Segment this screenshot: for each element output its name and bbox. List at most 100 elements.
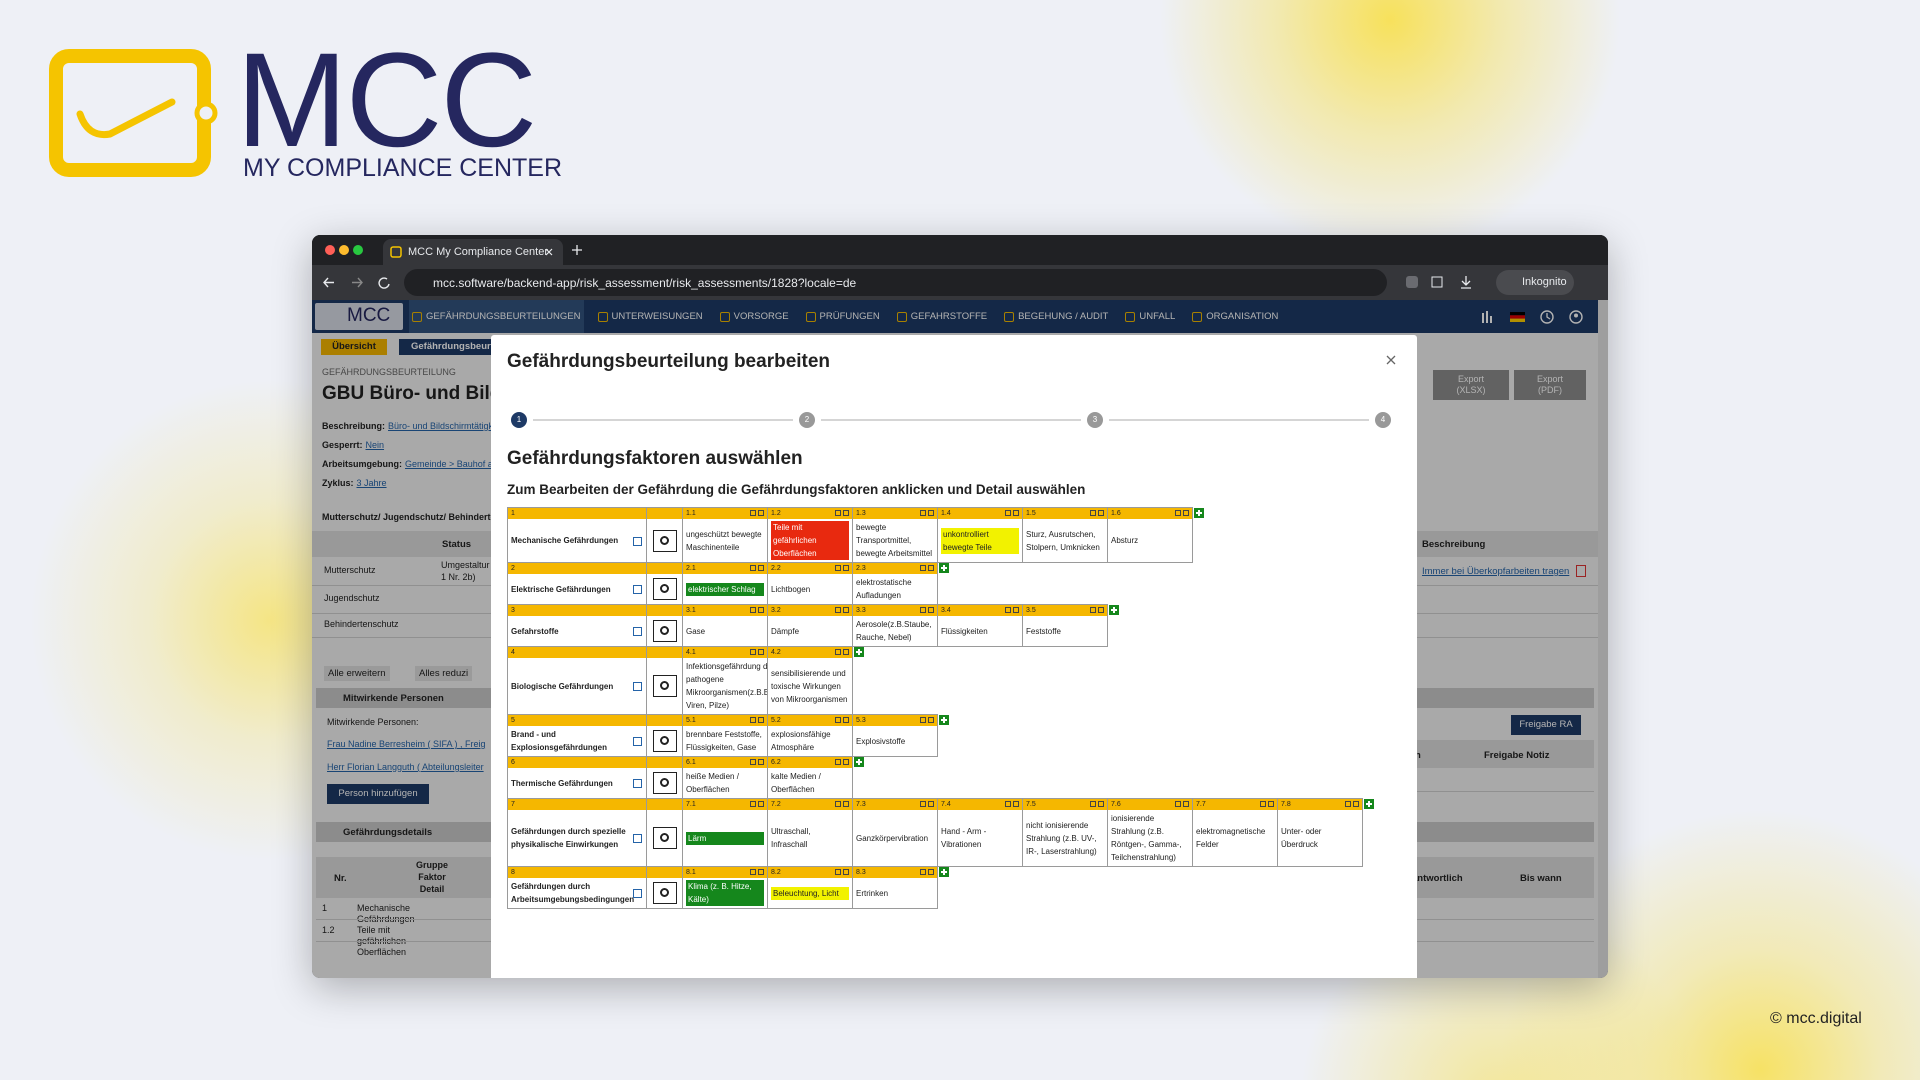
- factor-cell[interactable]: 7.5 nicht ionisierende Strahlung (z.B. UV…: [1022, 798, 1108, 867]
- group-cell[interactable]: 1 Mechanische Gefährdungen: [507, 507, 647, 563]
- field-value[interactable]: 3 Jahre: [356, 478, 387, 488]
- factor-cell[interactable]: 3.1 Gase: [682, 604, 768, 647]
- nav-icons[interactable]: [1480, 309, 1590, 325]
- edit-icon[interactable]: [835, 510, 841, 516]
- factor-cell[interactable]: 7.8 Unter- oder Überdruck: [1277, 798, 1363, 867]
- delete-icon[interactable]: [1576, 565, 1586, 577]
- add-factor-button[interactable]: [1194, 508, 1204, 518]
- delete-icon[interactable]: [843, 759, 849, 765]
- factor-cell[interactable]: 8.3 Ertrinken: [852, 866, 938, 909]
- edit-icon[interactable]: [750, 717, 756, 723]
- delete-icon[interactable]: [758, 717, 764, 723]
- field-value[interactable]: Gemeinde > Bauhof a: [405, 459, 493, 469]
- delete-icon[interactable]: [758, 649, 764, 655]
- tab-overview[interactable]: Übersicht: [321, 339, 387, 355]
- factor-cell[interactable]: 3.4 Flüssigkeiten: [937, 604, 1023, 647]
- person-link[interactable]: Frau Nadine Berresheim ( SIFA ) , Freig: [327, 739, 486, 749]
- nav-item[interactable]: PRÜFUNGEN: [803, 300, 883, 333]
- edit-icon[interactable]: [920, 869, 926, 875]
- field-value[interactable]: Nein: [365, 440, 385, 450]
- delete-icon[interactable]: [843, 649, 849, 655]
- edit-icon[interactable]: [835, 717, 841, 723]
- edit-icon[interactable]: [835, 869, 841, 875]
- step[interactable]: 2: [799, 412, 815, 428]
- edit-icon[interactable]: [750, 759, 756, 765]
- delete-icon[interactable]: [1098, 801, 1104, 807]
- edit-icon[interactable]: [835, 759, 841, 765]
- delete-icon[interactable]: [1013, 607, 1019, 613]
- delete-icon[interactable]: [1098, 607, 1104, 613]
- new-tab[interactable]: [571, 244, 583, 256]
- add-person-button[interactable]: Person hinzufügen: [327, 784, 429, 804]
- group-cell[interactable]: 2 Elektrische Gefährdungen: [507, 562, 647, 605]
- edit-icon[interactable]: [633, 779, 642, 788]
- edit-icon[interactable]: [750, 869, 756, 875]
- edit-icon[interactable]: [920, 717, 926, 723]
- factor-cell[interactable]: 8.2 Beleuchtung, Licht: [767, 866, 853, 909]
- nav-item[interactable]: ORGANISATION: [1189, 300, 1281, 333]
- edit-icon[interactable]: [835, 649, 841, 655]
- edit-icon[interactable]: [920, 510, 926, 516]
- delete-icon[interactable]: [843, 801, 849, 807]
- factor-cell[interactable]: 1.3 bewegte Transportmittel, bewegte Arbe…: [852, 507, 938, 563]
- description-link[interactable]: Immer bei Überkopfarbeiten tragen: [1422, 566, 1570, 577]
- delete-icon[interactable]: [1013, 510, 1019, 516]
- delete-icon[interactable]: [1183, 801, 1189, 807]
- factor-cell[interactable]: 3.2 Dämpfe: [767, 604, 853, 647]
- edit-icon[interactable]: [920, 801, 926, 807]
- edit-icon[interactable]: [1175, 801, 1181, 807]
- factor-cell[interactable]: 5.2 explosionsfähige Atmosphäre: [767, 714, 853, 757]
- factor-cell[interactable]: 7.6 ionisierende Strahlung (z.B. Röntgen-…: [1107, 798, 1193, 867]
- delete-icon[interactable]: [758, 759, 764, 765]
- delete-icon[interactable]: [928, 801, 934, 807]
- delete-icon[interactable]: [928, 510, 934, 516]
- edit-icon[interactable]: [750, 801, 756, 807]
- modal-close[interactable]: [1386, 355, 1396, 365]
- delete-icon[interactable]: [928, 607, 934, 613]
- tab-assessment[interactable]: Gefährdungsbeurt: [399, 339, 511, 355]
- edit-icon[interactable]: [1090, 801, 1096, 807]
- edit-icon[interactable]: [1175, 510, 1181, 516]
- factor-cell[interactable]: 5.1 brennbare Feststoffe, Flüssigkeiten, …: [682, 714, 768, 757]
- factor-cell[interactable]: 7.4 Hand - Arm - Vibrationen: [937, 798, 1023, 867]
- group-cell[interactable]: 4 Biologische Gefährdungen: [507, 646, 647, 715]
- factor-cell[interactable]: 2.1 elektrischer Schlag: [682, 562, 768, 605]
- nav-item[interactable]: BEGEHUNG / AUDIT: [1001, 300, 1111, 333]
- factor-cell[interactable]: 6.1 heiße Medien / Oberflächen: [682, 756, 768, 799]
- factor-cell[interactable]: 6.2 kalte Medien / Oberflächen: [767, 756, 853, 799]
- edit-icon[interactable]: [633, 737, 642, 746]
- nav-item[interactable]: GEFAHRSTOFFE: [894, 300, 990, 333]
- delete-icon[interactable]: [758, 869, 764, 875]
- delete-icon[interactable]: [1353, 801, 1359, 807]
- edit-icon[interactable]: [633, 834, 642, 843]
- factor-cell[interactable]: 1.5 Sturz, Ausrutschen, Stolpern, Umknick…: [1022, 507, 1108, 563]
- step[interactable]: 3: [1087, 412, 1103, 428]
- field-value[interactable]: Büro- und Bildschirmtätigk: [388, 421, 494, 431]
- edit-icon[interactable]: [1260, 801, 1266, 807]
- factor-cell[interactable]: 1.1 ungeschützt bewegte Maschinenteile: [682, 507, 768, 563]
- factor-cell[interactable]: 2.2 Lichtbogen: [767, 562, 853, 605]
- delete-icon[interactable]: [843, 717, 849, 723]
- factor-cell[interactable]: 2.3 elektrostatische Aufladungen: [852, 562, 938, 605]
- collapse-button[interactable]: Alles reduzi: [415, 666, 473, 681]
- edit-icon[interactable]: [1005, 801, 1011, 807]
- factor-cell[interactable]: 7.2 Ultraschall, Infraschall: [767, 798, 853, 867]
- edit-icon[interactable]: [1345, 801, 1351, 807]
- group-cell[interactable]: 3 Gefahrstoffe: [507, 604, 647, 647]
- edit-icon[interactable]: [835, 565, 841, 571]
- factor-cell[interactable]: 5.3 Explosivstoffe: [852, 714, 938, 757]
- nav-buttons[interactable]: [322, 275, 397, 290]
- add-factor-button[interactable]: [1109, 605, 1119, 615]
- add-factor-button[interactable]: [939, 867, 949, 877]
- nav-item[interactable]: UNFALL: [1122, 300, 1178, 333]
- expand-button[interactable]: Alle erweitern: [324, 666, 390, 681]
- add-factor-button[interactable]: [1364, 799, 1374, 809]
- factor-cell[interactable]: 1.6 Absturz: [1107, 507, 1193, 563]
- step[interactable]: 1: [511, 412, 527, 428]
- factor-cell[interactable]: 7.7 elektromagnetische Felder: [1192, 798, 1278, 867]
- edit-icon[interactable]: [1005, 510, 1011, 516]
- group-cell[interactable]: 7 Gefährdungen durch spezielle physikalis…: [507, 798, 647, 867]
- scrollbar[interactable]: [1598, 300, 1608, 978]
- address-bar[interactable]: mcc.software/backend-app/risk_assessment…: [404, 269, 1387, 296]
- add-factor-button[interactable]: [939, 715, 949, 725]
